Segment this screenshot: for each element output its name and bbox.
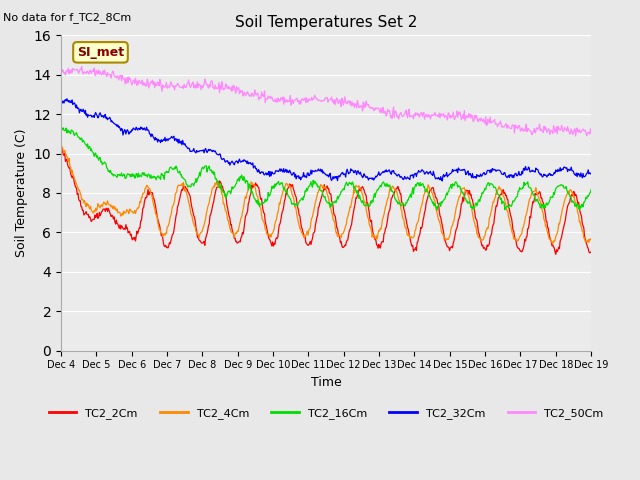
TC2_32Cm bbox=[588, 170, 595, 176]
TC2_2Cm bbox=[67, 173, 75, 179]
TC2_16Cm bbox=[57, 128, 65, 133]
TC2_4Cm bbox=[175, 183, 183, 189]
TC2_32Cm bbox=[204, 148, 212, 154]
Title: Soil Temperatures Set 2: Soil Temperatures Set 2 bbox=[235, 15, 417, 30]
TC2_2Cm bbox=[552, 252, 559, 257]
TC2_2Cm bbox=[176, 195, 184, 201]
TC2_4Cm bbox=[57, 142, 65, 147]
Line: TC2_4Cm: TC2_4Cm bbox=[61, 144, 591, 244]
TC2_32Cm bbox=[391, 171, 399, 177]
Text: SI_met: SI_met bbox=[77, 46, 124, 59]
TC2_16Cm bbox=[406, 191, 414, 197]
TC2_4Cm bbox=[406, 236, 413, 241]
TC2_50Cm bbox=[391, 108, 399, 114]
TC2_2Cm bbox=[588, 250, 595, 255]
TC2_16Cm bbox=[588, 187, 595, 192]
Line: TC2_16Cm: TC2_16Cm bbox=[61, 128, 591, 210]
TC2_2Cm bbox=[391, 188, 399, 193]
TC2_16Cm bbox=[176, 168, 184, 174]
Y-axis label: Soil Temperature (C): Soil Temperature (C) bbox=[15, 129, 28, 257]
Legend: TC2_2Cm, TC2_4Cm, TC2_16Cm, TC2_32Cm, TC2_50Cm: TC2_2Cm, TC2_4Cm, TC2_16Cm, TC2_32Cm, TC… bbox=[44, 404, 608, 423]
TC2_4Cm bbox=[122, 210, 129, 216]
TC2_16Cm bbox=[60, 125, 67, 131]
TC2_16Cm bbox=[391, 196, 399, 202]
TC2_50Cm bbox=[122, 75, 130, 81]
TC2_50Cm bbox=[406, 114, 414, 120]
TC2_2Cm bbox=[122, 222, 130, 228]
TC2_50Cm bbox=[204, 84, 212, 89]
TC2_16Cm bbox=[122, 175, 130, 181]
TC2_32Cm bbox=[63, 96, 71, 102]
TC2_16Cm bbox=[433, 207, 441, 213]
TC2_32Cm bbox=[176, 140, 184, 145]
TC2_50Cm bbox=[572, 133, 579, 139]
TC2_2Cm bbox=[406, 238, 414, 244]
TC2_2Cm bbox=[58, 145, 66, 151]
TC2_16Cm bbox=[67, 127, 75, 133]
Line: TC2_32Cm: TC2_32Cm bbox=[61, 99, 591, 181]
TC2_50Cm bbox=[57, 65, 65, 71]
TC2_50Cm bbox=[67, 70, 74, 76]
TC2_4Cm bbox=[588, 236, 595, 241]
X-axis label: Time: Time bbox=[310, 376, 342, 389]
TC2_32Cm bbox=[122, 131, 130, 137]
TC2_32Cm bbox=[57, 101, 65, 107]
Line: TC2_2Cm: TC2_2Cm bbox=[61, 148, 591, 254]
TC2_32Cm bbox=[406, 172, 414, 178]
TC2_32Cm bbox=[67, 100, 75, 106]
TC2_4Cm bbox=[67, 165, 74, 170]
TC2_2Cm bbox=[204, 228, 212, 233]
TC2_50Cm bbox=[588, 131, 595, 136]
TC2_16Cm bbox=[204, 165, 212, 171]
TC2_4Cm bbox=[549, 241, 557, 247]
TC2_32Cm bbox=[438, 178, 446, 184]
Line: TC2_50Cm: TC2_50Cm bbox=[61, 67, 591, 136]
TC2_50Cm bbox=[176, 84, 184, 90]
TC2_2Cm bbox=[57, 146, 65, 152]
TC2_50Cm bbox=[78, 64, 86, 70]
TC2_4Cm bbox=[203, 207, 211, 213]
TC2_4Cm bbox=[390, 186, 398, 192]
Text: No data for f_TC2_8Cm: No data for f_TC2_8Cm bbox=[3, 12, 131, 23]
